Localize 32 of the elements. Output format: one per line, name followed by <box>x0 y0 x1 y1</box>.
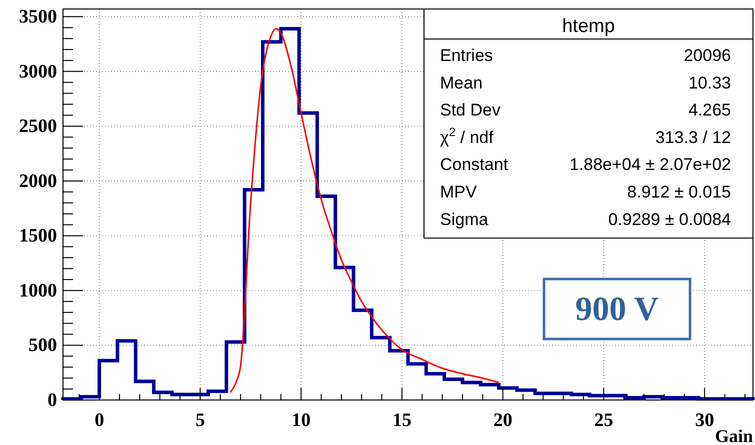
x-tick-label: 25 <box>594 410 614 431</box>
y-tick-label: 2000 <box>19 170 57 192</box>
y-tick-label: 500 <box>28 335 57 356</box>
annotation: 900 V <box>575 291 660 328</box>
x-tick-label: 5 <box>195 410 205 431</box>
annotation: Constant <box>440 155 508 174</box>
x-axis-title: Gain <box>714 426 753 445</box>
annotation: Std Dev <box>440 100 501 120</box>
y-tick-label: 3000 <box>19 61 57 82</box>
x-tick-label: 10 <box>292 410 311 431</box>
annotation: 313.3 / 12 <box>655 128 731 147</box>
y-tick-label: 2500 <box>19 116 57 138</box>
annotation: MPV <box>440 182 478 202</box>
annotation: 1.88e+04 ± 2.07e+02 <box>569 155 731 174</box>
annotation: htemp <box>562 16 615 37</box>
annotation: 20096 <box>684 46 731 65</box>
x-tick-label: 0 <box>94 410 104 431</box>
x-tick-label: 15 <box>392 410 412 431</box>
x-tick-label: 20 <box>493 410 512 431</box>
y-tick-label: 0 <box>48 390 57 411</box>
annotation: χ$^{2}$ / ndf <box>440 124 494 147</box>
y-tick-label: 3500 <box>19 6 57 28</box>
x-tick-label: 30 <box>695 410 714 431</box>
annotation: 8.912 ± 0.015 <box>627 182 731 202</box>
annotation: 0.9289 ± 0.0084 <box>608 210 731 229</box>
annotation: Entries <box>440 46 493 65</box>
annotation: 10.33 <box>688 73 731 92</box>
y-tick-label: 1500 <box>19 226 57 247</box>
y-tick-label: 1000 <box>19 280 57 302</box>
annotation: 4.265 <box>688 100 731 120</box>
annotation: Mean <box>440 73 483 92</box>
annotation: Sigma <box>440 210 489 229</box>
